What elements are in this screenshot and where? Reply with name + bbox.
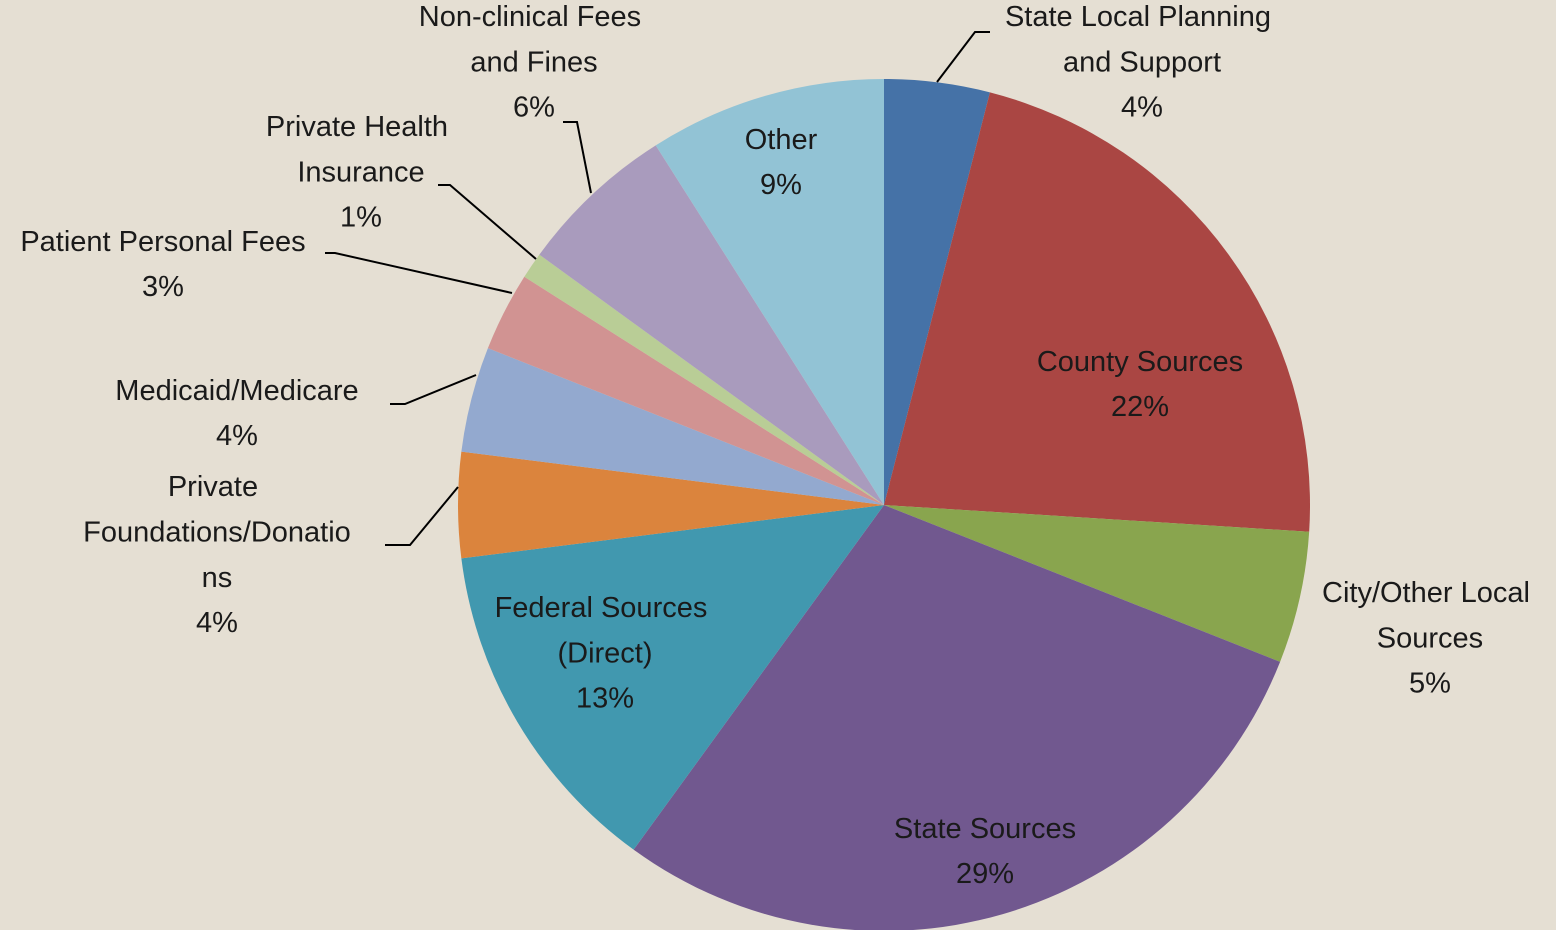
slice-label: Other	[745, 124, 818, 156]
leader-line	[325, 252, 513, 294]
slice-value-label: 9%	[760, 169, 802, 201]
slice-value-label: 6%	[513, 92, 555, 124]
slice-value-label: 3%	[142, 271, 184, 303]
slice-label: City/Other Local Sources	[1322, 577, 1538, 655]
pie-slice	[487, 276, 884, 505]
slice-label: Patient Personal Fees	[20, 226, 305, 258]
slice-label: State Sources	[894, 813, 1076, 845]
slice-value-label: 22%	[1111, 391, 1169, 423]
slice-label: Federal Sources (Direct)	[495, 592, 716, 670]
slice-label: Private Foundations/Donatio ns	[83, 471, 351, 594]
slice-label: Private Health Insurance	[266, 111, 456, 189]
pie-slice	[655, 79, 884, 505]
slice-value-label: 29%	[956, 858, 1014, 890]
pie-slice	[458, 451, 884, 559]
slice-label: Non-clinical Fees and Fines	[419, 1, 649, 79]
slice-value-label: 4%	[1121, 92, 1163, 124]
leader-line	[438, 184, 537, 260]
pie-slice	[539, 145, 884, 506]
slice-value-label: 13%	[576, 683, 634, 715]
pie-slice	[461, 505, 884, 850]
pie-slice	[884, 92, 1310, 532]
pie-slice	[461, 348, 884, 505]
slice-label: State Local Planning and Support	[1005, 1, 1279, 79]
slice-value-label: 4%	[196, 607, 238, 639]
pie-slice	[884, 505, 1310, 662]
pie-slice	[524, 254, 884, 505]
leader-line	[385, 486, 459, 546]
slice-label: County Sources	[1037, 346, 1243, 378]
leader-line	[563, 121, 592, 194]
leader-line	[390, 374, 477, 405]
pie-slice	[633, 505, 1281, 930]
pie-slice	[884, 79, 990, 505]
slice-value-label: 1%	[340, 202, 382, 234]
slice-label: Medicaid/Medicare	[115, 375, 358, 407]
slice-value-label: 5%	[1409, 668, 1451, 700]
slice-value-label: 4%	[216, 420, 258, 452]
leader-line	[936, 31, 990, 83]
